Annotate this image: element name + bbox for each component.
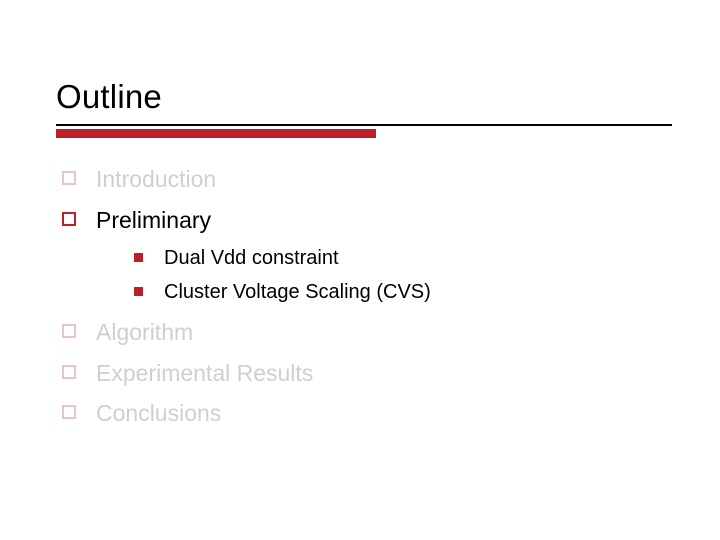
- outline-subitem-label: Cluster Voltage Scaling (CVS): [164, 281, 431, 303]
- outline-item-label: Conclusions: [96, 400, 221, 426]
- slide: Outline Introduction Preliminary Dual Vdd …: [0, 0, 720, 540]
- rule-thin: [56, 124, 672, 126]
- outline-item: Experimental Results: [62, 356, 672, 391]
- outline-list: Introduction Preliminary Dual Vdd constrai…: [62, 162, 672, 431]
- outline-subitem-label: Dual Vdd constraint: [164, 247, 339, 269]
- outline-content: Introduction Preliminary Dual Vdd constrai…: [56, 162, 672, 431]
- rule-thick: [56, 129, 376, 138]
- square-filled-bullet-icon: [134, 253, 143, 262]
- title-rule: [56, 124, 672, 140]
- square-outline-bullet-icon: [62, 405, 76, 419]
- square-outline-bullet-icon: [62, 365, 76, 379]
- outline-subitem: Dual Vdd constraint: [134, 243, 672, 273]
- outline-subitem: Cluster Voltage Scaling (CVS): [134, 277, 672, 307]
- square-outline-bullet-icon: [62, 324, 76, 338]
- outline-item: Preliminary Dual Vdd constraint Cluster Vo…: [62, 203, 672, 308]
- outline-sublist: Dual Vdd constraint Cluster Voltage Scali…: [134, 243, 672, 307]
- slide-title: Outline: [56, 78, 672, 116]
- outline-item-label: Algorithm: [96, 319, 193, 345]
- outline-item-label: Introduction: [96, 166, 216, 192]
- outline-item-label: Preliminary: [96, 207, 211, 233]
- square-outline-bullet-icon: [62, 212, 76, 226]
- square-outline-bullet-icon: [62, 171, 76, 185]
- outline-item: Conclusions: [62, 396, 672, 431]
- outline-item: Introduction: [62, 162, 672, 197]
- outline-item: Algorithm: [62, 315, 672, 350]
- outline-item-label: Experimental Results: [96, 360, 313, 386]
- square-filled-bullet-icon: [134, 287, 143, 296]
